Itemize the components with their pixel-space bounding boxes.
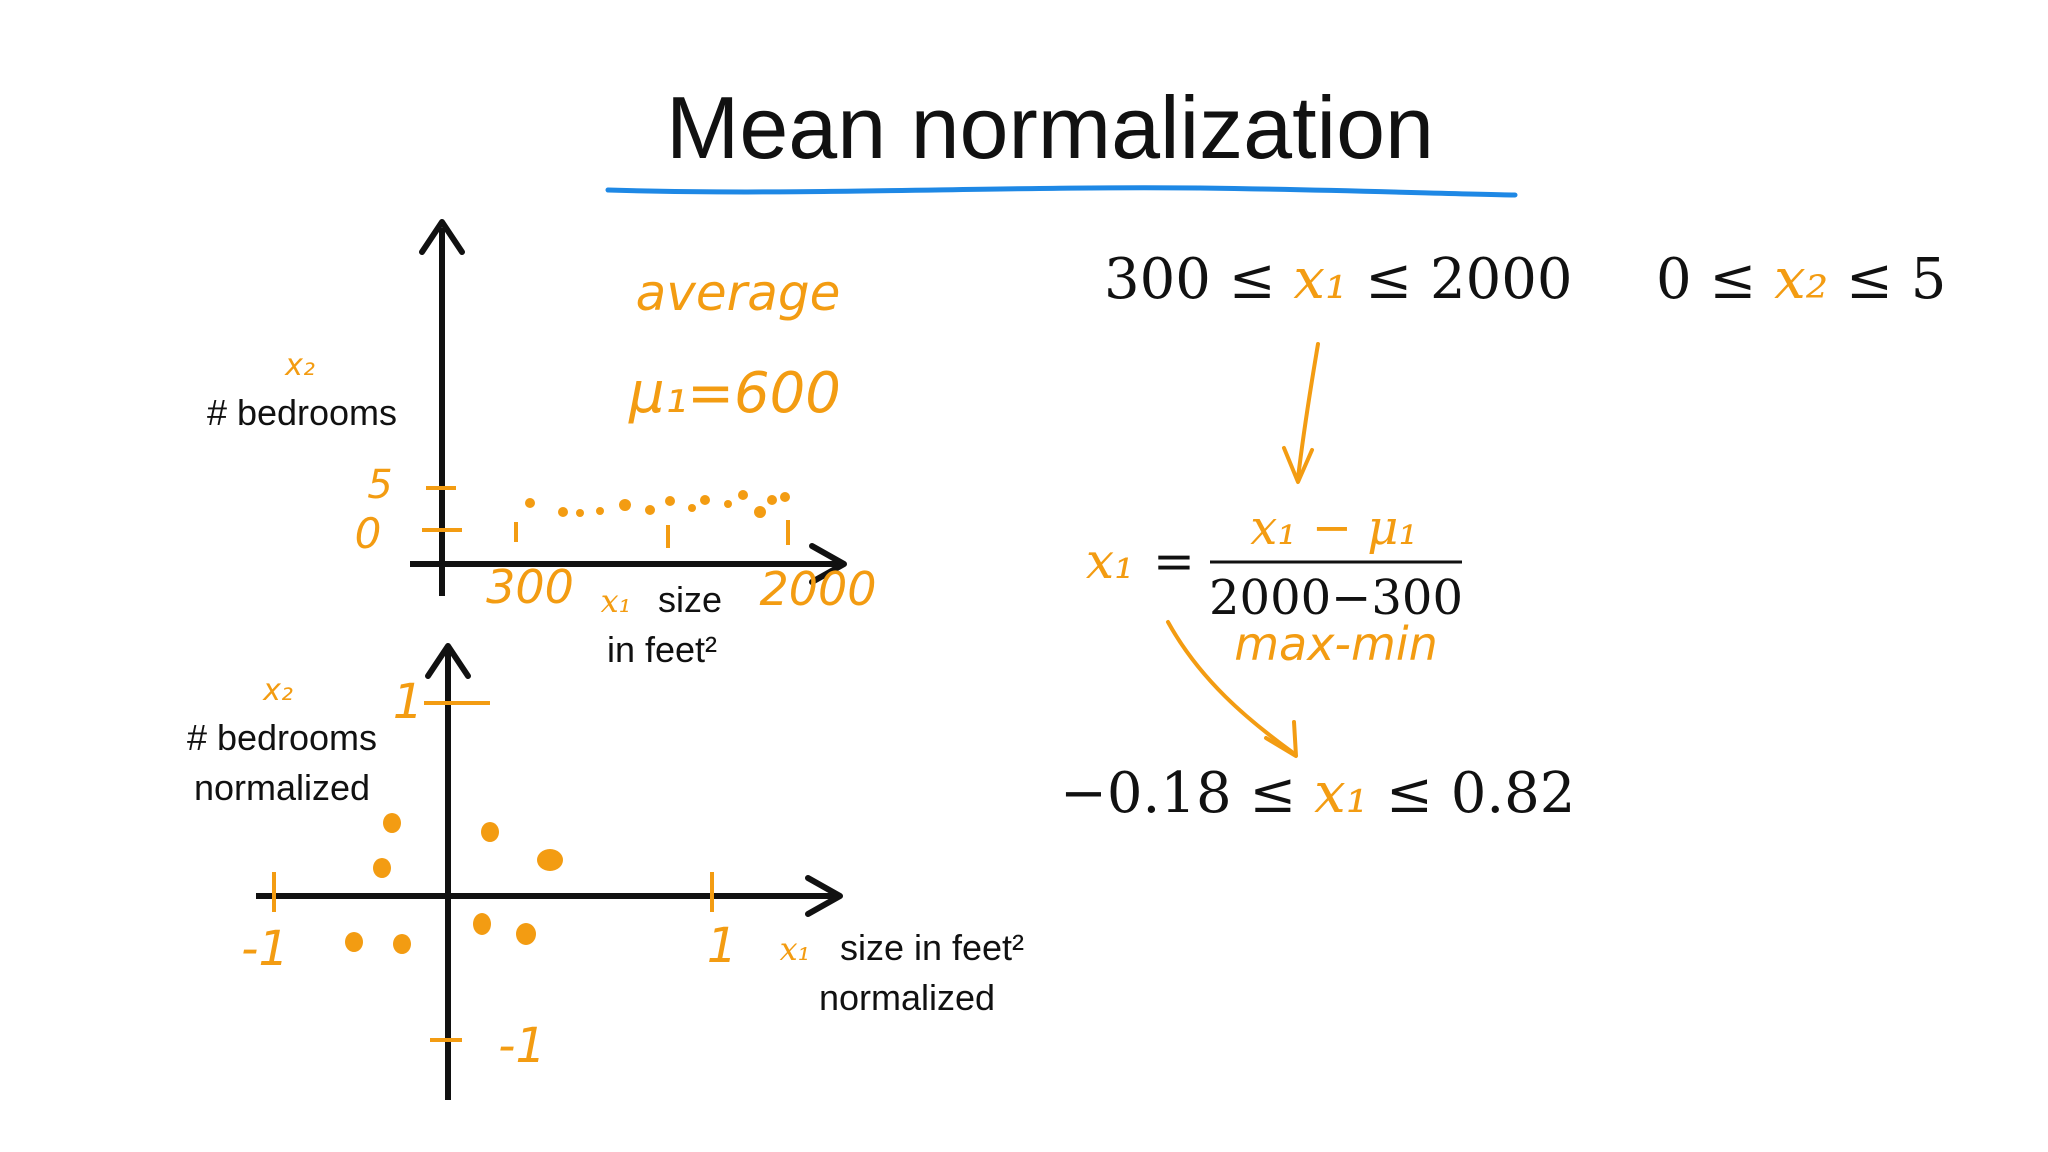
top-x-label-line2: in feet² (607, 629, 717, 670)
arrow-to-result-head (1264, 720, 1298, 758)
bottom-data-points (345, 813, 563, 954)
formula-lhs: x₁ (1086, 532, 1134, 590)
formula-equals: = (1153, 532, 1195, 590)
bottom-x-var: x₁ (780, 930, 811, 968)
bottom-y-tick-label-1: 1 (393, 674, 424, 730)
range-x2-right: ≤ 5 (1846, 247, 1946, 312)
range-x1-var: x₁ (1293, 247, 1347, 312)
bottom-y-var: x₂ (262, 673, 293, 708)
svg-text:300 ≤ x₁ ≤ 2000: 300 ≤ x₁ ≤ 2000 (1104, 247, 1573, 312)
range-x1-left: 300 ≤ (1104, 247, 1276, 312)
max-min-annotation: max-min (1234, 617, 1438, 671)
range-x2-var: x₂ (1774, 247, 1828, 312)
bottom-data-point (473, 913, 491, 935)
top-y-var: x₂ (284, 348, 315, 383)
top-data-point (767, 495, 777, 505)
arrow-to-result (1166, 620, 1294, 754)
top-x-tick-label-2000: 2000 (759, 562, 876, 616)
bottom-data-point (383, 813, 401, 833)
result-range: −0.18 ≤ x₁ ≤ 0.82 (1060, 761, 1575, 826)
bottom-data-point (393, 934, 411, 954)
top-data-point (754, 506, 766, 518)
top-data-point (645, 505, 655, 515)
bottom-data-point (481, 822, 499, 842)
bottom-y-tick-label-neg1: -1 (498, 1018, 546, 1074)
bottom-data-point (345, 932, 363, 952)
bottom-x-label-line2: normalized (819, 977, 995, 1018)
bottom-x-label-line1: size in feet² (840, 927, 1024, 968)
result-right: ≤ 0.82 (1386, 761, 1575, 826)
title-underline (605, 185, 1518, 198)
top-data-point (780, 492, 790, 502)
top-data-point (688, 504, 696, 512)
page-title: Mean normalization (666, 78, 1434, 177)
top-data-point (558, 507, 568, 517)
result-var: x₁ (1314, 761, 1368, 826)
top-x-label-line1: size (658, 579, 722, 620)
range-x2-left: 0 ≤ (1656, 247, 1756, 312)
bottom-data-point (516, 923, 536, 945)
top-data-point (525, 498, 535, 508)
top-x-var: x₁ (601, 582, 632, 620)
top-data-point (665, 496, 675, 506)
bottom-data-point (373, 858, 391, 878)
top-data-point (700, 495, 710, 505)
arrow-to-formula (1296, 342, 1320, 480)
svg-text:0 ≤ x₂ ≤ 5: 0 ≤ x₂ ≤ 5 (1656, 247, 1946, 312)
average-note: average (636, 264, 841, 322)
bottom-y-label-line2: normalized (194, 767, 370, 808)
top-plot: x₂ # bedrooms 5 0 300 2000 x₁ size in fe… (207, 219, 877, 670)
bottom-y-label-line1: # bedrooms (187, 717, 377, 758)
top-data-point (596, 507, 604, 515)
result-left: −0.18 ≤ (1060, 761, 1296, 826)
mu1-note: μ₁=600 (628, 361, 841, 426)
bottom-x-arrowhead (805, 875, 843, 917)
top-y-arrowhead (419, 219, 465, 255)
formula-denominator: 2000−300 (1209, 570, 1463, 626)
top-x-tick-label-300: 300 (486, 560, 574, 614)
bottom-data-point (537, 849, 563, 871)
top-data-point (738, 490, 748, 500)
top-y-label: # bedrooms (207, 392, 397, 433)
top-y-tick-label-5: 5 (367, 462, 392, 508)
top-data-point (576, 509, 584, 517)
arrow-to-formula-head (1282, 446, 1314, 484)
range-x2: 0 ≤ x₂ ≤ 5 (1656, 247, 1946, 312)
formula-numerator: x₁ − μ₁ (1250, 500, 1417, 556)
top-x-arrowhead (809, 543, 847, 585)
top-data-point (724, 500, 732, 508)
top-data-point (619, 499, 631, 511)
bottom-x-tick-label-1: 1 (707, 918, 738, 974)
bottom-plot: x₂ # bedrooms normalized 1 -1 -1 1 x₁ si… (187, 643, 1024, 1100)
svg-text:−0.18 ≤ x₁ ≤ 0.82: −0.18 ≤ x₁ ≤ 0.82 (1060, 761, 1575, 826)
range-x1-right: ≤ 2000 (1365, 247, 1572, 312)
bottom-y-arrowhead (425, 643, 471, 679)
top-data-points (525, 490, 790, 518)
bottom-x-tick-label-neg1: -1 (241, 921, 289, 977)
top-y-tick-label-0: 0 (355, 509, 382, 558)
range-x1: 300 ≤ x₁ ≤ 2000 (1104, 247, 1573, 312)
